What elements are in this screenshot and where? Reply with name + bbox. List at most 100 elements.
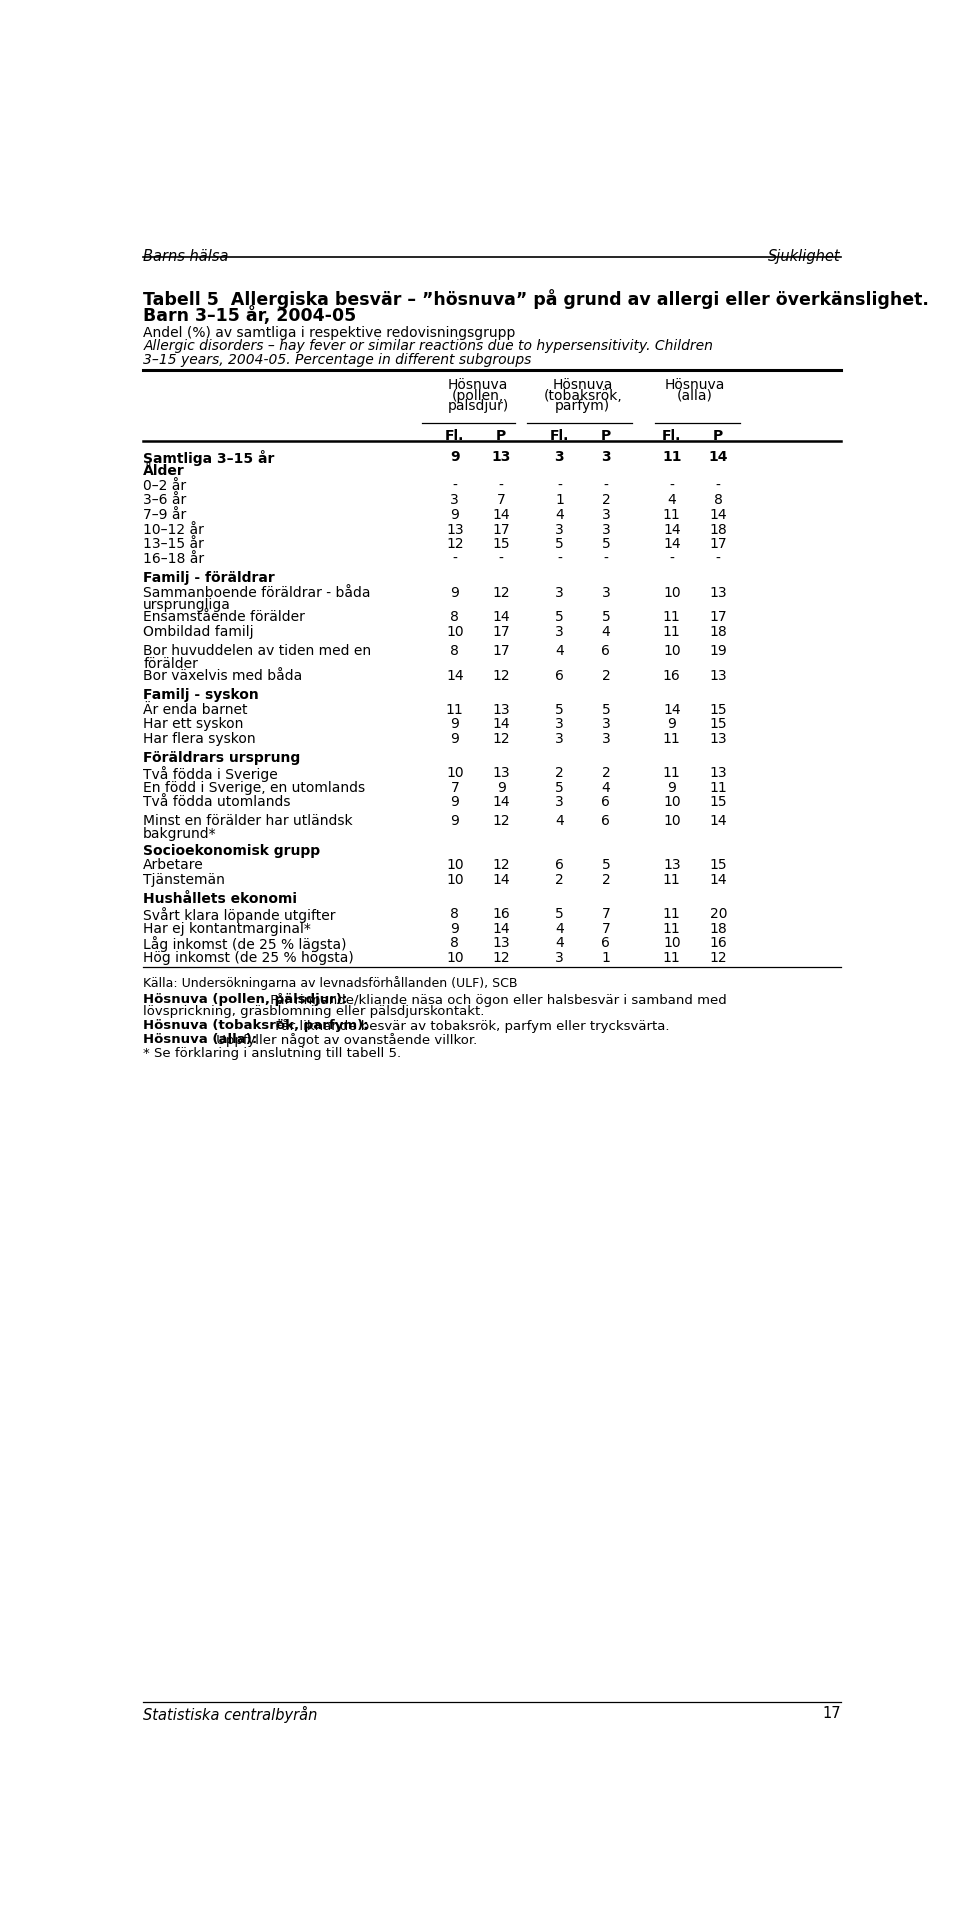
Text: 8: 8: [450, 907, 459, 921]
Text: 13: 13: [709, 766, 727, 780]
Text: Två födda i Sverige: Två födda i Sverige: [143, 766, 278, 782]
Text: Är enda barnet: Är enda barnet: [143, 703, 248, 716]
Text: Svårt klara löpande utgifter: Svårt klara löpande utgifter: [143, 907, 336, 923]
Text: 3: 3: [450, 494, 459, 508]
Text: Minst en förälder har utländsk: Minst en förälder har utländsk: [143, 814, 353, 828]
Text: 16–18 år: 16–18 år: [143, 552, 204, 565]
Text: 9: 9: [450, 718, 459, 731]
Text: 4: 4: [602, 625, 611, 639]
Text: 10: 10: [663, 936, 681, 950]
Text: 14: 14: [708, 450, 728, 463]
Text: Hösnuva: Hösnuva: [665, 378, 725, 392]
Text: 10: 10: [446, 872, 464, 888]
Text: 13: 13: [709, 731, 727, 747]
Text: 10: 10: [663, 795, 681, 809]
Text: Arbetare: Arbetare: [143, 859, 204, 872]
Text: 14: 14: [492, 872, 510, 888]
Text: 4: 4: [667, 494, 676, 508]
Text: Socioekonomisk grupp: Socioekonomisk grupp: [143, 843, 321, 857]
Text: Statistiska centralbyrån: Statistiska centralbyrån: [143, 1706, 318, 1723]
Text: 20: 20: [709, 907, 727, 921]
Text: 15: 15: [709, 859, 727, 872]
Text: 6: 6: [555, 859, 564, 872]
Text: 3: 3: [602, 731, 611, 747]
Text: Bor huvuddelen av tiden med en: Bor huvuddelen av tiden med en: [143, 645, 372, 658]
Text: Hösnuva (alla):: Hösnuva (alla):: [143, 1033, 257, 1046]
Text: 2: 2: [555, 766, 564, 780]
Text: 17: 17: [822, 1706, 841, 1722]
Text: Ensamstående förälder: Ensamstående förälder: [143, 610, 305, 625]
Text: 3: 3: [555, 731, 564, 747]
Text: Fl.: Fl.: [445, 428, 465, 442]
Text: 3: 3: [602, 523, 611, 537]
Text: 17: 17: [709, 610, 727, 625]
Text: (alla): (alla): [677, 388, 713, 403]
Text: 14: 14: [709, 814, 727, 828]
Text: 3–6 år: 3–6 år: [143, 494, 186, 508]
Text: 2: 2: [602, 670, 611, 683]
Text: P: P: [496, 428, 507, 442]
Text: 10: 10: [663, 645, 681, 658]
Text: 3: 3: [555, 587, 564, 600]
Text: -: -: [669, 479, 674, 492]
Text: 2: 2: [555, 872, 564, 888]
Text: 1: 1: [602, 951, 611, 965]
Text: 11: 11: [709, 780, 727, 795]
Text: 3: 3: [602, 718, 611, 731]
Text: 11: 11: [446, 703, 464, 716]
Text: 3: 3: [601, 450, 611, 463]
Text: Hösnuva: Hösnuva: [448, 378, 508, 392]
Text: Tjänstemän: Tjänstemän: [143, 872, 226, 888]
Text: P: P: [713, 428, 724, 442]
Text: Får liknande besvär av tobaksrök, parfym eller trycksvärta.: Får liknande besvär av tobaksrök, parfym…: [271, 1019, 669, 1033]
Text: 14: 14: [492, 795, 510, 809]
Text: Har ett syskon: Har ett syskon: [143, 718, 244, 731]
Text: 17: 17: [492, 523, 510, 537]
Text: Barn 3–15 år, 2004-05: Barn 3–15 år, 2004-05: [143, 305, 356, 324]
Text: 3–15 years, 2004-05. Percentage in different subgroups: 3–15 years, 2004-05. Percentage in diffe…: [143, 353, 532, 367]
Text: 12: 12: [492, 587, 510, 600]
Text: 5: 5: [555, 780, 564, 795]
Text: Allergic disorders – hay fever or similar reactions due to hypersensitivity. Chi: Allergic disorders – hay fever or simila…: [143, 340, 713, 353]
Text: 13: 13: [492, 450, 511, 463]
Text: 3: 3: [555, 450, 564, 463]
Text: 12: 12: [492, 814, 510, 828]
Text: 14: 14: [492, 610, 510, 625]
Text: Barns hälsa: Barns hälsa: [143, 249, 228, 264]
Text: 9: 9: [450, 795, 459, 809]
Text: 10–12 år: 10–12 år: [143, 523, 204, 537]
Text: Ombildad familj: Ombildad familj: [143, 625, 253, 639]
Text: 17: 17: [492, 645, 510, 658]
Text: parfym): parfym): [555, 400, 611, 413]
Text: 11: 11: [663, 731, 681, 747]
Text: 6: 6: [602, 936, 611, 950]
Text: Bor växelvis med båda: Bor växelvis med båda: [143, 670, 302, 683]
Text: 9: 9: [450, 587, 459, 600]
Text: P: P: [601, 428, 612, 442]
Text: 7: 7: [602, 921, 611, 936]
Text: Hösnuva (pollen, pälsdjur):: Hösnuva (pollen, pälsdjur):: [143, 994, 348, 1006]
Text: 9: 9: [667, 780, 676, 795]
Text: 3: 3: [555, 718, 564, 731]
Text: 11: 11: [663, 610, 681, 625]
Text: -: -: [452, 479, 457, 492]
Text: -: -: [716, 479, 721, 492]
Text: 4: 4: [555, 645, 564, 658]
Text: Hösnuva (tobaksrök, parfym):: Hösnuva (tobaksrök, parfym):: [143, 1019, 369, 1033]
Text: 13: 13: [709, 670, 727, 683]
Text: Får rinnande/kliande näsa och ögon eller halsbesvär i samband med: Får rinnande/kliande näsa och ögon eller…: [267, 994, 728, 1007]
Text: Ålder: Ålder: [143, 463, 185, 479]
Text: -: -: [499, 479, 504, 492]
Text: 11: 11: [663, 951, 681, 965]
Text: 7: 7: [497, 494, 506, 508]
Text: 7–9 år: 7–9 år: [143, 508, 186, 521]
Text: Sammanboende föräldrar - båda: Sammanboende föräldrar - båda: [143, 587, 371, 600]
Text: 17: 17: [709, 537, 727, 552]
Text: 15: 15: [709, 703, 727, 716]
Text: 13–15 år: 13–15 år: [143, 537, 204, 552]
Text: Uppfyller något av ovanstående villkor.: Uppfyller något av ovanstående villkor.: [212, 1033, 477, 1048]
Text: 8: 8: [450, 645, 459, 658]
Text: 6: 6: [602, 645, 611, 658]
Text: 11: 11: [663, 766, 681, 780]
Text: 14: 14: [663, 537, 681, 552]
